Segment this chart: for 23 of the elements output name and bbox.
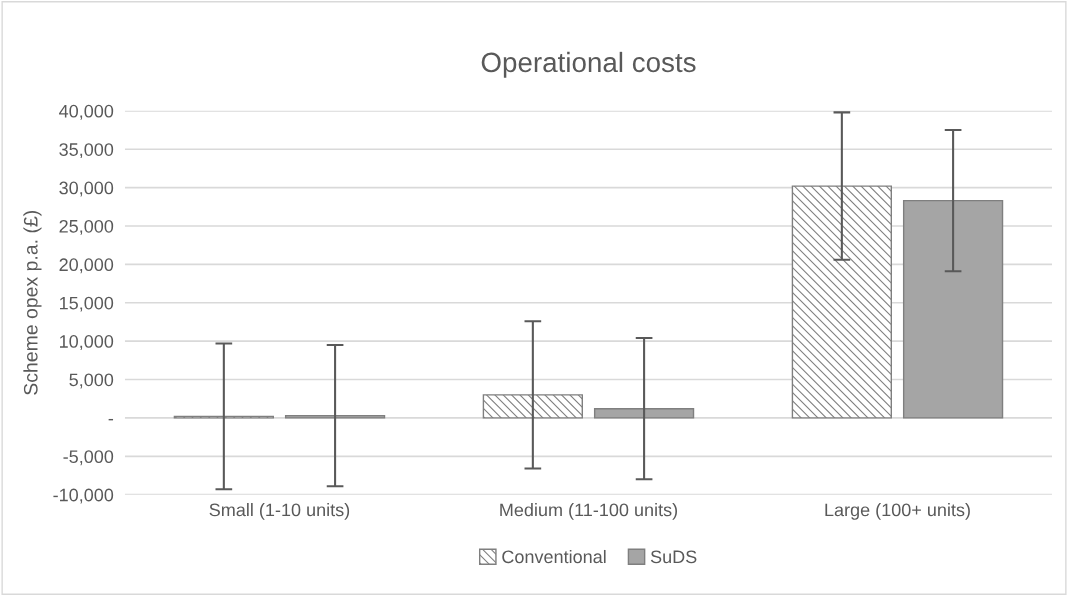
x-tick-label: Medium (11-100 units): [500, 503, 678, 520]
chart-title: Operational costs: [481, 51, 696, 78]
y-axis-title: Scheme opex p.a. (£): [23, 211, 42, 395]
y-tick-label: -10,000: [53, 488, 114, 504]
y-tick-label: 10,000: [60, 335, 114, 350]
y-tick-label: 25,000: [59, 219, 114, 235]
y-tick-label: 15,000: [60, 296, 114, 312]
bar: [791, 185, 892, 419]
y-tick-label: -: [108, 418, 114, 421]
legend-label: SuDS: [650, 550, 697, 564]
bar: [902, 199, 1004, 419]
y-tick-label: 30,000: [59, 181, 114, 197]
y-tick-label: 5,000: [69, 373, 114, 389]
y-tick-label: 20,000: [59, 258, 114, 274]
y-tick-label: -5,000: [63, 450, 114, 466]
x-tick-label: Small (1-10 units): [209, 503, 350, 520]
x-tick-label: Large (100+ units): [825, 503, 970, 520]
y-tick-label: 35,000: [59, 143, 114, 159]
y-tick-label: 40,000: [59, 104, 114, 120]
bar: [284, 414, 386, 419]
bar: [482, 394, 583, 419]
bar: [593, 408, 695, 419]
legend-label: Conventional: [502, 549, 606, 564]
